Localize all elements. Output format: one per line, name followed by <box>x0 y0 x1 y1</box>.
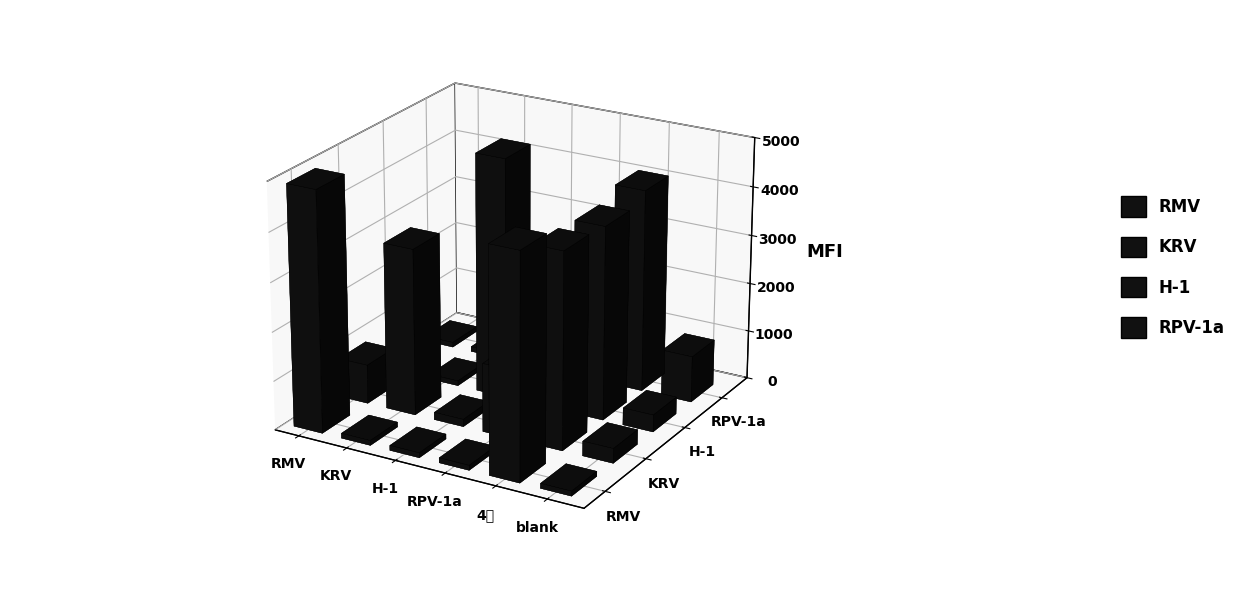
Legend: RMV, KRV, H-1, RPV-1a: RMV, KRV, H-1, RPV-1a <box>1114 190 1231 344</box>
